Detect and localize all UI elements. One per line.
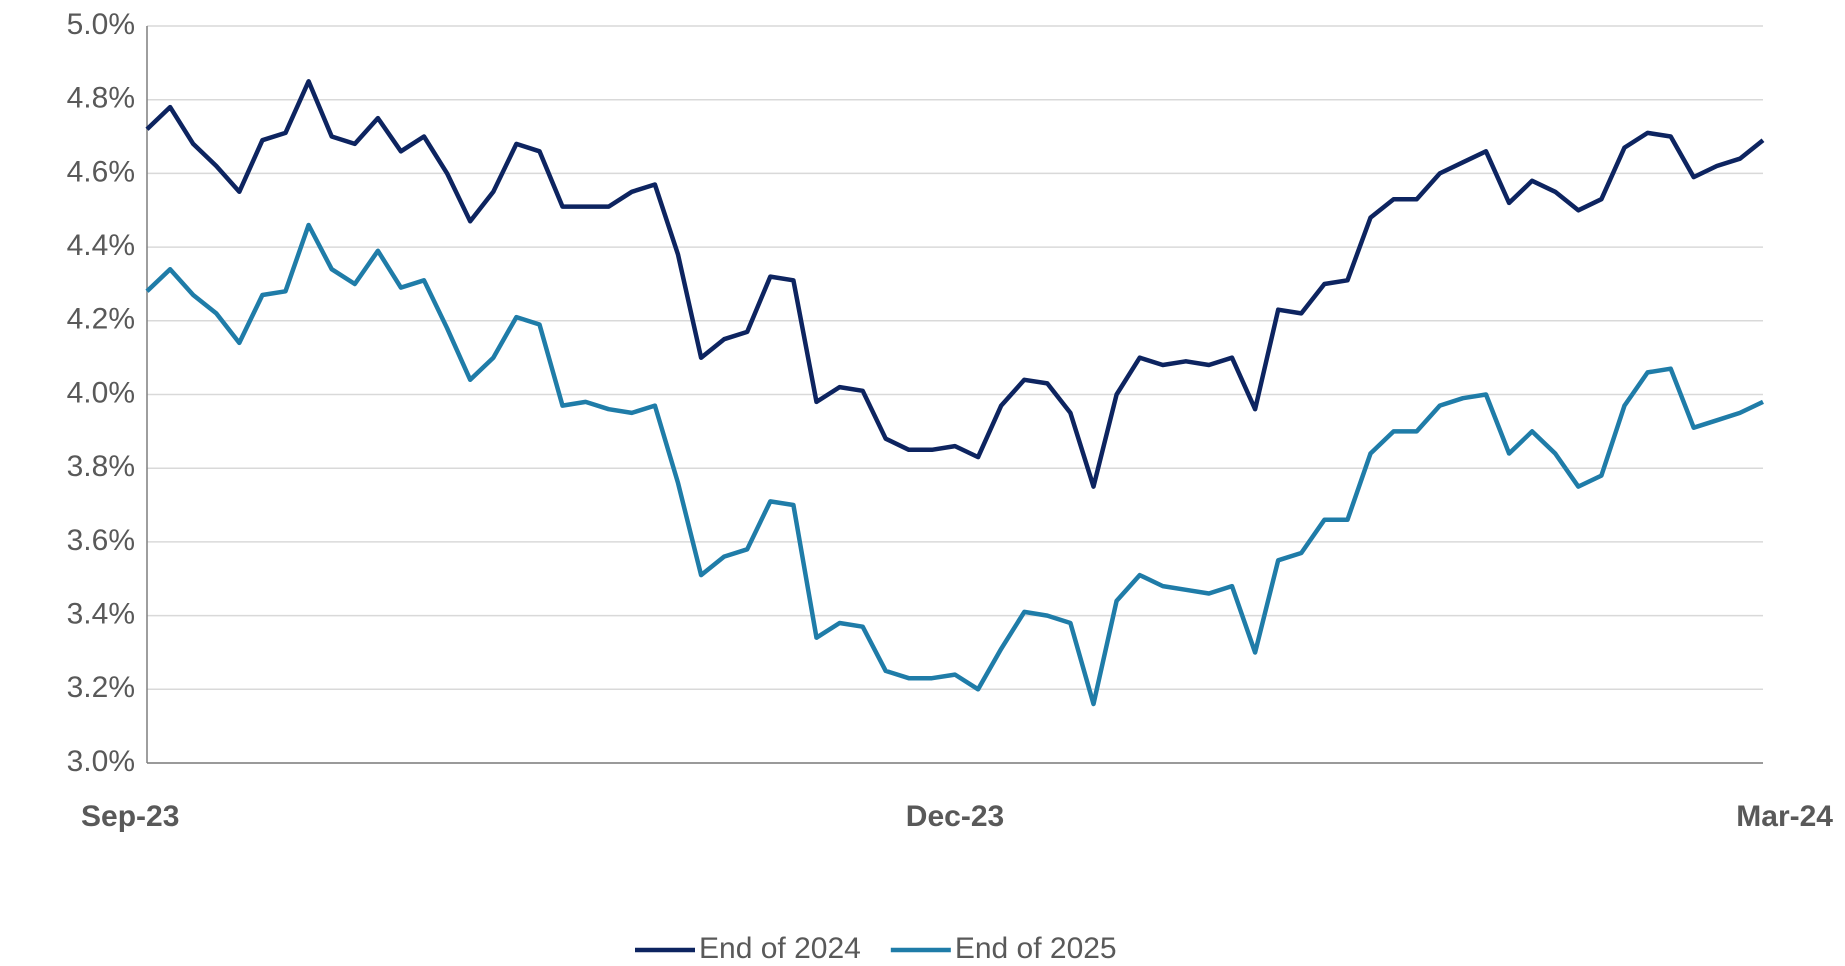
- y-tick-label: 3.0%: [67, 745, 135, 778]
- y-tick-label: 4.8%: [67, 82, 135, 115]
- x-tick-label: Dec-23: [906, 800, 1004, 833]
- y-tick-label: 3.6%: [67, 524, 135, 557]
- y-tick-label: 3.2%: [67, 671, 135, 704]
- y-tick-label: 3.8%: [67, 450, 135, 483]
- line-series: [145, 222, 1764, 707]
- y-tick-label: 3.4%: [67, 598, 135, 631]
- legend-label: End of 2024: [699, 932, 861, 965]
- y-tick-label: 4.6%: [67, 155, 135, 188]
- y-tick-label: 4.2%: [67, 303, 135, 336]
- x-tick-label: Sep-23: [81, 800, 179, 833]
- line-series: [145, 79, 1765, 489]
- legend-label: End of 2025: [955, 932, 1117, 965]
- x-tick-label: Mar-24: [1736, 800, 1833, 833]
- y-tick-label: 4.4%: [67, 229, 135, 262]
- y-tick-label: 4.0%: [67, 376, 135, 409]
- y-tick-label: 5.0%: [67, 8, 135, 41]
